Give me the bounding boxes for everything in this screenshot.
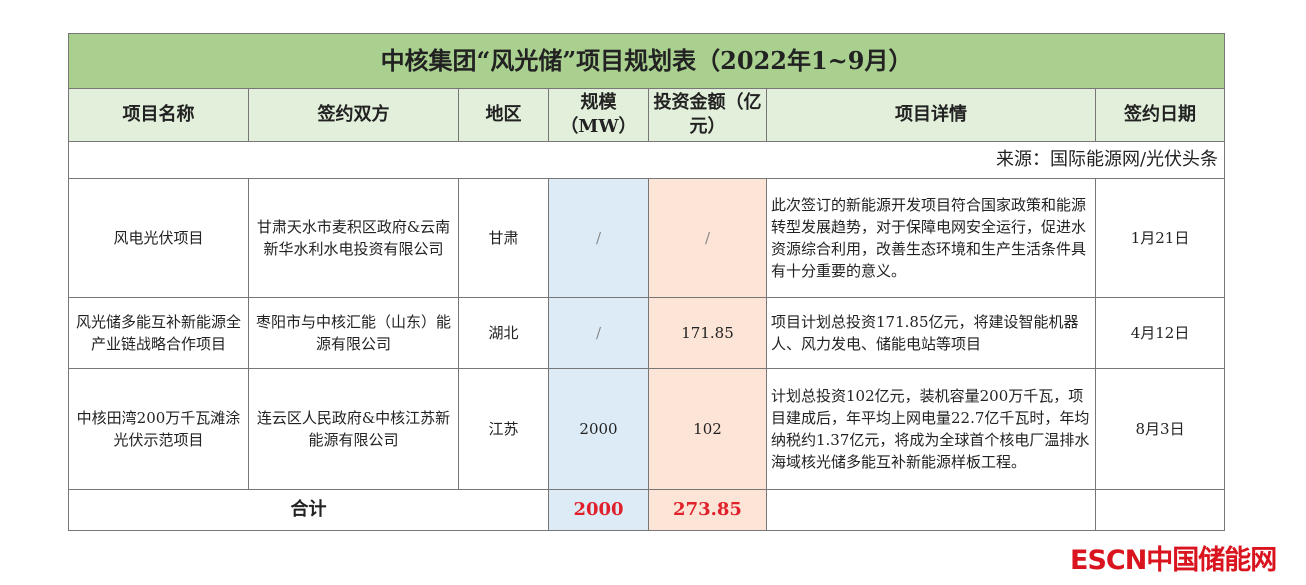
project-name: 风光储多能互补新能源全产业链战略合作项目 <box>68 297 249 369</box>
total-scale: 2000 <box>548 489 649 531</box>
total-invest: 273.85 <box>648 489 767 531</box>
header-date: 签约日期 <box>1094 88 1226 142</box>
date: 1月21日 <box>1094 178 1226 298</box>
source-note: 来源：国际能源网/光伏头条 <box>67 141 1226 179</box>
invest: 102 <box>648 368 767 490</box>
header-parties: 签约双方 <box>248 88 459 142</box>
detail: 此次签订的新能源开发项目符合国家政策和能源转型发展趋势，对于保障电网安全运行，促… <box>766 178 1096 298</box>
empty-cell <box>1094 489 1226 531</box>
parties: 枣阳市与中核汇能（山东）能源有限公司 <box>248 297 459 369</box>
table-row: 风电光伏项目 甘肃天水市麦积区政府&云南新华水利水电投资有限公司 甘肃 / / … <box>68 178 1226 298</box>
invest: / <box>648 178 767 298</box>
detail: 计划总投资102亿元，装机容量200万千瓦，项目建成后，年平均上网电量22.7亿… <box>766 368 1096 490</box>
scale: / <box>548 297 649 369</box>
date: 4月12日 <box>1094 297 1226 369</box>
detail: 项目计划总投资171.85亿元，将建设智能机器人、风力发电、储能电站等项目 <box>766 297 1096 369</box>
table-row: 风光储多能互补新能源全产业链战略合作项目 枣阳市与中核汇能（山东）能源有限公司 … <box>68 297 1226 369</box>
project-table: 中核集团“风光储”项目规划表（2022年1~9月） 项目名称 签约双方 地区 规… <box>67 33 1226 531</box>
table-title: 中核集团“风光储”项目规划表（2022年1~9月） <box>67 33 1226 89</box>
header-row: 项目名称 签约双方 地区 规模（MW） 投资金额（亿元） 项目详情 签约日期 <box>68 88 1226 142</box>
total-label: 合计 <box>68 489 549 531</box>
region: 甘肃 <box>458 178 549 298</box>
header-invest: 投资金额（亿元） <box>648 88 767 142</box>
parties: 甘肃天水市麦积区政府&云南新华水利水电投资有限公司 <box>248 178 459 298</box>
invest: 171.85 <box>648 297 767 369</box>
region: 湖北 <box>458 297 549 369</box>
project-name: 风电光伏项目 <box>68 178 249 298</box>
parties: 连云区人民政府&中核江苏新能源有限公司 <box>248 368 459 490</box>
total-row: 合计 2000 273.85 <box>68 489 1226 531</box>
header-scale: 规模（MW） <box>548 88 649 142</box>
empty-cell <box>766 489 1096 531</box>
header-region: 地区 <box>458 88 549 142</box>
scale: 2000 <box>548 368 649 490</box>
scale: / <box>548 178 649 298</box>
date: 8月3日 <box>1094 368 1226 490</box>
table-row: 中核田湾200万千瓦滩涂光伏示范项目 连云区人民政府&中核江苏新能源有限公司 江… <box>68 368 1226 490</box>
escn-logo: ESCN中国储能网 <box>1070 545 1277 576</box>
region: 江苏 <box>458 368 549 490</box>
project-name: 中核田湾200万千瓦滩涂光伏示范项目 <box>68 368 249 490</box>
header-detail: 项目详情 <box>766 88 1096 142</box>
header-name: 项目名称 <box>68 88 249 142</box>
